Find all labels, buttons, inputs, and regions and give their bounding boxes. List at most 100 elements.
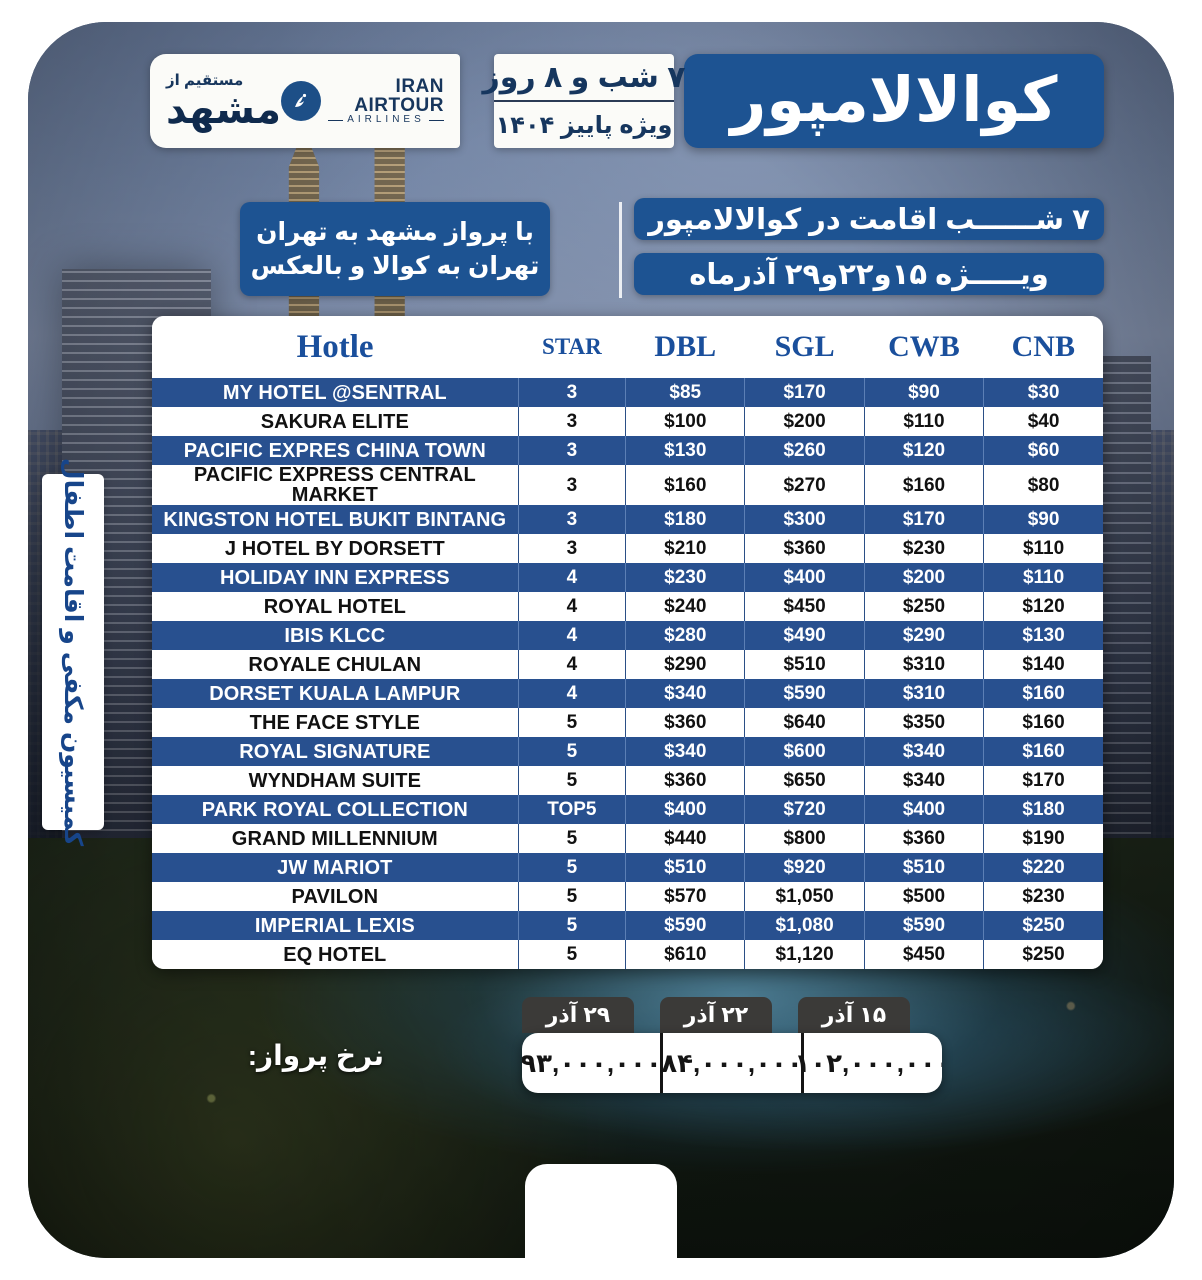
airline-logo: IRAN AIRTOUR AIRLINES bbox=[280, 77, 444, 125]
flight-rates-group: ۱۵ آذر ۲۲ آذر ۲۹ آذر ۱۰۲,۰۰۰,۰۰۰ ۸۴,۰۰۰,۰۰۰… bbox=[522, 997, 942, 1093]
table-row: JW MARIOT 5 $510 $920 $510 $220 bbox=[152, 853, 1103, 882]
cell-sgl: $600 bbox=[744, 737, 865, 766]
table-row: KINGSTON HOTEL BUKIT BINTANG 3 $180 $300 $17… bbox=[152, 505, 1103, 534]
hotel-price-table-wrapper: Hotle STAR DBL SGL CWB CNB MY HOTEL @SEN… bbox=[152, 316, 1103, 969]
cell-dbl: $400 bbox=[625, 795, 746, 824]
cell-hotel: PARK ROYAL COLLECTION bbox=[152, 795, 519, 824]
cell-star: 4 bbox=[518, 621, 627, 650]
cell-sgl: $170 bbox=[744, 378, 865, 407]
cell-hotel: THE FACE STYLE bbox=[152, 708, 519, 737]
cell-dbl: $510 bbox=[625, 853, 746, 882]
cell-cwb: $290 bbox=[864, 621, 985, 650]
table-row: ROYAL HOTEL 4 $240 $450 $250 $120 bbox=[152, 592, 1103, 621]
cell-dbl: $360 bbox=[625, 708, 746, 737]
cell-dbl: $210 bbox=[625, 534, 746, 563]
cell-star: 3 bbox=[518, 465, 627, 505]
cell-cnb: $30 bbox=[983, 378, 1103, 407]
table-row: PAVILON 5 $570 $1,050 $500 $230 bbox=[152, 882, 1103, 911]
cell-hotel: GRAND MILLENNIUM bbox=[152, 824, 519, 853]
cell-sgl: $640 bbox=[744, 708, 865, 737]
cell-hotel: PAVILON bbox=[152, 882, 519, 911]
cell-hotel: EQ HOTEL bbox=[152, 940, 519, 969]
column-header-cwb: CWB bbox=[864, 316, 984, 378]
cell-sgl: $800 bbox=[744, 824, 865, 853]
cell-sgl: $200 bbox=[744, 407, 865, 436]
season-label: ویژه پاییز ۱۴۰۴ bbox=[495, 111, 673, 139]
table-row: PACIFIC EXPRESS CENTRAL MARKET 3 $160 $270 $… bbox=[152, 465, 1103, 505]
flight-rate-values: ۱۰۲,۰۰۰,۰۰۰ ۸۴,۰۰۰,۰۰۰ ۹۳,۰۰۰,۰۰۰ bbox=[522, 1033, 942, 1093]
stay-and-dates-block: ۷ شــــــب اقامت در کوالالامپور ویـــــژ… bbox=[634, 198, 1104, 295]
flight-rate-date-chip: ۲۹ آذر bbox=[522, 997, 634, 1033]
airline-sub: AIRLINES bbox=[328, 115, 444, 125]
cell-hotel: WYNDHAM SUITE bbox=[152, 766, 519, 795]
table-header-row: Hotle STAR DBL SGL CWB CNB bbox=[152, 316, 1103, 378]
cell-star: 3 bbox=[518, 505, 627, 534]
cell-cnb: $230 bbox=[983, 882, 1103, 911]
cell-cwb: $170 bbox=[864, 505, 985, 534]
cell-cnb: $110 bbox=[983, 534, 1103, 563]
cell-hotel: DORSET KUALA LAMPUR bbox=[152, 679, 519, 708]
cell-cnb: $40 bbox=[983, 407, 1103, 436]
flight-rate-price: ۸۴,۰۰۰,۰۰۰ bbox=[660, 1033, 803, 1093]
cell-cnb: $130 bbox=[983, 621, 1103, 650]
cell-dbl: $570 bbox=[625, 882, 746, 911]
table-row: DORSET KUALA LAMPUR 4 $340 $590 $310 $160 bbox=[152, 679, 1103, 708]
cell-dbl: $130 bbox=[625, 436, 746, 465]
cell-cwb: $340 bbox=[864, 766, 985, 795]
table-row: IBIS KLCC 4 $280 $490 $290 $130 bbox=[152, 621, 1103, 650]
cell-hotel: MY HOTEL @SENTRAL bbox=[152, 378, 519, 407]
cell-sgl: $1,080 bbox=[744, 911, 865, 940]
flight-note-line-2: تهران به کوالا و بالعکس bbox=[250, 252, 540, 280]
cell-dbl: $280 bbox=[625, 621, 746, 650]
cell-hotel: J HOTEL BY DORSETT bbox=[152, 534, 519, 563]
duration-label: ۷ شب و ۸ روز bbox=[482, 54, 686, 102]
cell-cnb: $60 bbox=[983, 436, 1103, 465]
cell-cnb: $80 bbox=[983, 465, 1103, 505]
cell-hotel: KINGSTON HOTEL BUKIT BINTANG bbox=[152, 505, 519, 534]
cell-star: TOP5 bbox=[518, 795, 627, 824]
cell-sgl: $490 bbox=[744, 621, 865, 650]
cell-star: 5 bbox=[518, 824, 627, 853]
table-row: SAKURA ELITE 3 $100 $200 $110 $40 bbox=[152, 407, 1103, 436]
stay-line: ۷ شــــــب اقامت در کوالالامپور bbox=[634, 198, 1104, 240]
cell-hotel: ROYAL SIGNATURE bbox=[152, 737, 519, 766]
table-body: MY HOTEL @SENTRAL 3 $85 $170 $90 $30 SAKURA EL… bbox=[152, 378, 1103, 969]
flight-rate-label: نرخ پرواز: bbox=[247, 1040, 384, 1071]
cell-star: 3 bbox=[518, 378, 627, 407]
cell-dbl: $290 bbox=[625, 650, 746, 679]
cell-hotel: IMPERIAL LEXIS bbox=[152, 911, 519, 940]
table-row: THE FACE STYLE 5 $360 $640 $350 $160 bbox=[152, 708, 1103, 737]
cell-sgl: $720 bbox=[744, 795, 865, 824]
cell-sgl: $450 bbox=[744, 592, 865, 621]
cell-hotel: HOLIDAY INN EXPRESS bbox=[152, 563, 519, 592]
cell-cwb: $360 bbox=[864, 824, 985, 853]
cell-cwb: $230 bbox=[864, 534, 985, 563]
cell-cwb: $110 bbox=[864, 407, 985, 436]
table-row: PACIFIC EXPRES CHINA TOWN 3 $130 $260 $120 $6… bbox=[152, 436, 1103, 465]
cell-dbl: $160 bbox=[625, 465, 746, 505]
table-row: J HOTEL BY DORSETT 3 $210 $360 $230 $110 bbox=[152, 534, 1103, 563]
flight-rates-section: نرخ پرواز: ۱۵ آذر ۲۲ آذر ۲۹ آذر ۱۰۲,۰۰۰,۰۰… bbox=[28, 997, 1174, 1109]
cell-dbl: $85 bbox=[625, 378, 746, 407]
cell-star: 5 bbox=[518, 737, 627, 766]
flight-rate-price: ۹۳,۰۰۰,۰۰۰ bbox=[522, 1047, 662, 1078]
cell-cnb: $170 bbox=[983, 766, 1103, 795]
column-header-hotel: Hotle bbox=[152, 316, 519, 378]
cell-cwb: $400 bbox=[864, 795, 985, 824]
cell-sgl: $360 bbox=[744, 534, 865, 563]
cell-sgl: $1,050 bbox=[744, 882, 865, 911]
cell-star: 5 bbox=[518, 911, 627, 940]
cell-dbl: $610 bbox=[625, 940, 746, 969]
direct-from-label: مستقیم از bbox=[166, 71, 244, 89]
cell-cwb: $500 bbox=[864, 882, 985, 911]
cell-star: 3 bbox=[518, 436, 627, 465]
cell-sgl: $590 bbox=[744, 679, 865, 708]
cell-star: 3 bbox=[518, 534, 627, 563]
cell-cwb: $590 bbox=[864, 911, 985, 940]
flight-rate-date-chip: ۲۲ آذر bbox=[660, 997, 772, 1033]
cell-hotel: PACIFIC EXPRESS CENTRAL MARKET bbox=[152, 465, 519, 505]
cell-cwb: $90 bbox=[864, 378, 985, 407]
cell-dbl: $230 bbox=[625, 563, 746, 592]
cell-cnb: $250 bbox=[983, 940, 1103, 969]
cell-hotel: ROYALE CHULAN bbox=[152, 650, 519, 679]
